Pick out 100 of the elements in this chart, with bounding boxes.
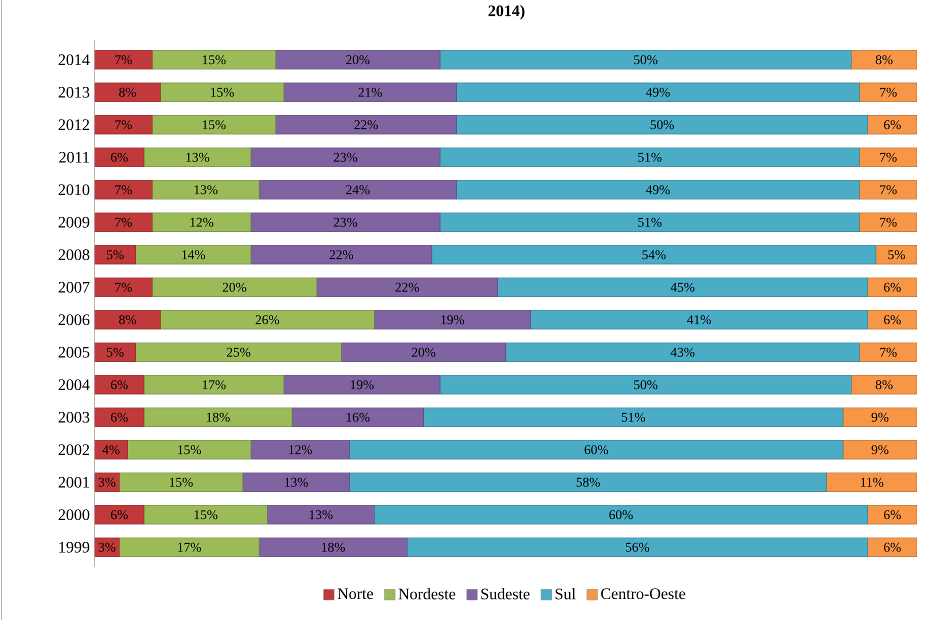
data-label: 8% — [119, 88, 136, 97]
chart-title: 2014) — [488, 4, 524, 20]
data-label: 12% — [190, 218, 214, 227]
data-label: 6% — [884, 315, 901, 324]
data-label: 20% — [346, 55, 370, 64]
y-tick-label: 2004 — [58, 379, 90, 390]
data-label: 9% — [872, 445, 888, 454]
data-label: 12% — [289, 445, 312, 454]
bar — [284, 374, 440, 394]
data-label: 58% — [576, 478, 600, 487]
data-label: 22% — [396, 282, 419, 292]
bar — [284, 82, 457, 102]
data-label: 6% — [110, 152, 128, 162]
bar — [160, 82, 284, 102]
bar — [135, 244, 252, 264]
data-label: 8% — [876, 380, 893, 390]
y-tick-label: 2010 — [58, 184, 90, 195]
bar — [859, 180, 918, 200]
bar — [440, 147, 860, 167]
bar — [859, 82, 918, 102]
data-label: 15% — [170, 478, 193, 487]
y-tick-label: 2008 — [58, 249, 90, 260]
data-label: 18% — [322, 542, 345, 552]
bar — [316, 277, 498, 297]
y-tick-label: 2005 — [58, 346, 90, 358]
bar — [842, 407, 918, 427]
bar — [119, 472, 243, 492]
bar — [94, 50, 152, 70]
data-label: 20% — [222, 282, 246, 292]
bar — [842, 440, 918, 460]
data-label: 13% — [310, 510, 333, 520]
data-label: 7% — [115, 55, 132, 64]
bar — [275, 50, 440, 70]
data-label: 7% — [115, 120, 132, 130]
data-label: 5% — [888, 250, 905, 260]
bar — [144, 407, 292, 427]
data-label: 6% — [884, 120, 901, 130]
data-label: 20% — [412, 348, 436, 357]
data-label: 50% — [634, 380, 658, 390]
data-label: 17% — [178, 542, 201, 552]
data-label: 24% — [346, 185, 370, 194]
bar — [160, 310, 375, 330]
bar — [152, 50, 276, 70]
data-label: 60% — [609, 510, 633, 520]
bar — [456, 114, 868, 134]
legend-label: Norte — [338, 588, 373, 599]
bar — [867, 504, 918, 524]
bar — [867, 114, 918, 134]
data-label: 13% — [186, 152, 210, 162]
bar — [374, 504, 868, 524]
data-label: 15% — [202, 55, 226, 64]
data-label: 7% — [880, 185, 897, 194]
y-tick-label: 2013 — [58, 86, 90, 98]
data-label: 19% — [350, 380, 374, 390]
bar — [250, 212, 440, 232]
bar — [850, 374, 918, 394]
bar — [341, 342, 506, 362]
bar — [867, 310, 918, 330]
bar — [119, 537, 260, 557]
data-label: 7% — [880, 152, 897, 162]
data-label: 51% — [638, 218, 662, 227]
data-label: 3% — [98, 542, 116, 552]
bar — [876, 244, 918, 264]
bar — [859, 342, 918, 362]
bar — [826, 472, 918, 492]
data-label: 8% — [119, 315, 136, 324]
bar — [94, 180, 152, 200]
data-label: 56% — [626, 542, 650, 552]
bar — [859, 147, 918, 167]
legend-label: Centro-Oeste — [601, 588, 686, 599]
bar — [867, 537, 918, 557]
y-tick-label: 2006 — [58, 314, 90, 325]
data-label: 51% — [622, 412, 646, 422]
data-label: 17% — [202, 380, 226, 390]
data-label: 6% — [110, 510, 128, 520]
y-tick-label: 1999 — [59, 542, 90, 552]
bar — [440, 50, 852, 70]
data-label: 7% — [880, 348, 897, 357]
bar — [94, 374, 144, 394]
y-tick-label: 2012 — [58, 119, 90, 130]
bar — [94, 310, 161, 330]
y-tick-label: 2001 — [58, 476, 89, 488]
data-label: 6% — [884, 510, 901, 520]
bar — [275, 114, 457, 134]
data-label: 49% — [646, 88, 670, 97]
data-label: 16% — [346, 412, 370, 422]
data-label: 3% — [98, 478, 116, 487]
bar — [152, 180, 260, 200]
bar — [94, 82, 161, 102]
bar — [135, 342, 342, 362]
data-label: 4% — [102, 445, 120, 454]
data-label: 51% — [638, 152, 662, 162]
data-label: 50% — [634, 55, 658, 64]
bar — [94, 504, 144, 524]
data-label: 15% — [194, 510, 218, 520]
bar — [859, 212, 918, 232]
data-label: 41% — [687, 315, 711, 324]
y-tick-label: 2011 — [59, 152, 89, 162]
bar — [94, 244, 136, 264]
bar — [250, 147, 440, 167]
